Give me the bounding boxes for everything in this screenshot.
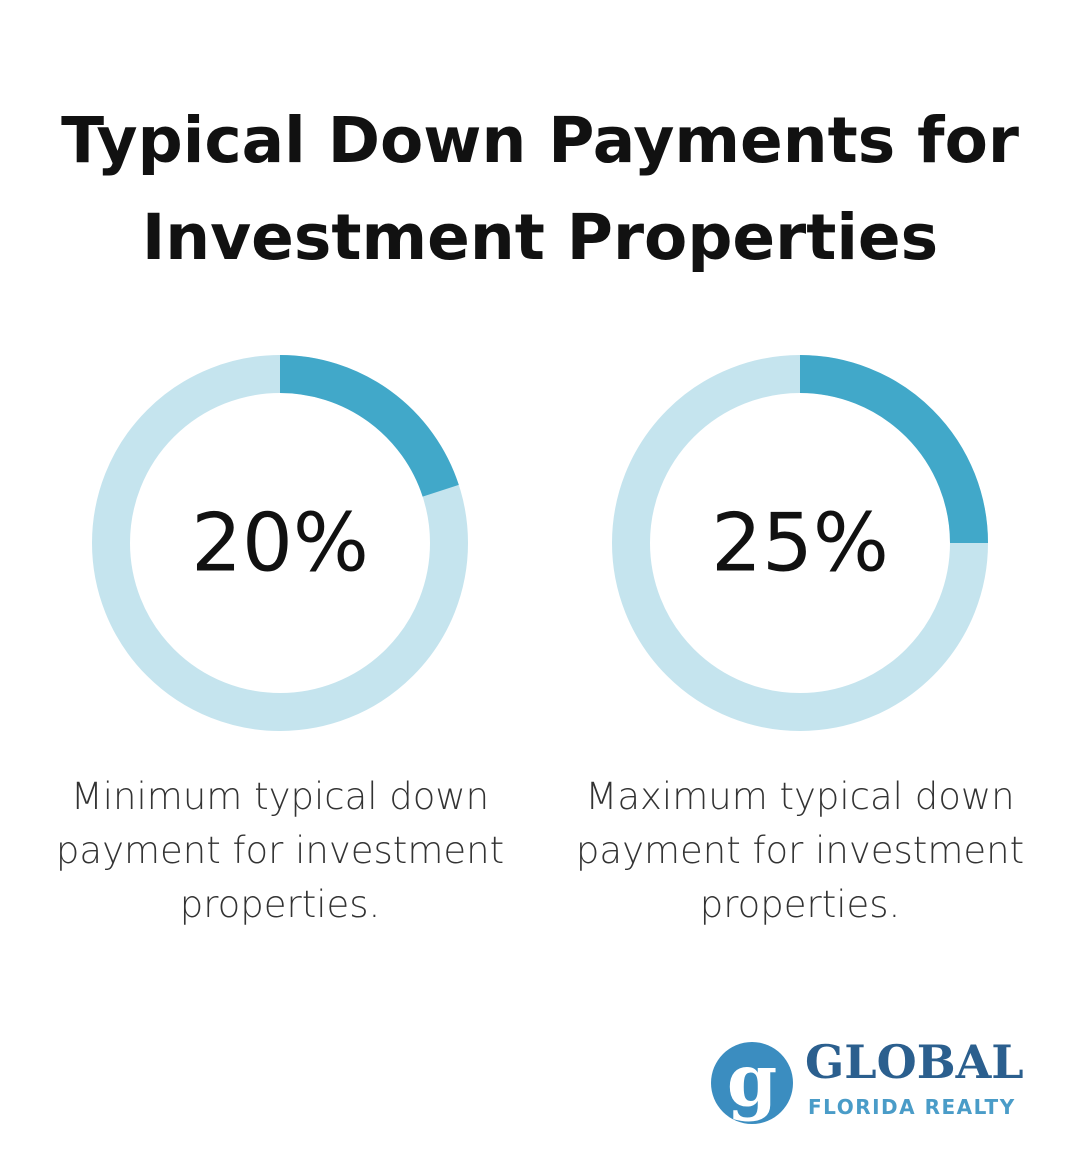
value-label: 25% bbox=[711, 497, 889, 590]
logo: g GLOBAL FLORIDA REALTY bbox=[711, 1035, 1024, 1124]
donut-arc bbox=[799, 355, 988, 544]
logo-name: GLOBAL bbox=[805, 1035, 1024, 1089]
logo-circle bbox=[711, 1042, 793, 1124]
caption: Minimum typical down payment for investm… bbox=[55, 775, 505, 926]
logo-mark: g bbox=[727, 1038, 777, 1123]
title: Typical Down Payments for Investment Pro… bbox=[61, 104, 1019, 274]
logo-tagline: FLORIDA REALTY bbox=[808, 1095, 1016, 1119]
value-label: 20% bbox=[191, 497, 369, 590]
caption: Maximum typical down payment for investm… bbox=[575, 775, 1025, 926]
donut-arc bbox=[279, 355, 459, 498]
